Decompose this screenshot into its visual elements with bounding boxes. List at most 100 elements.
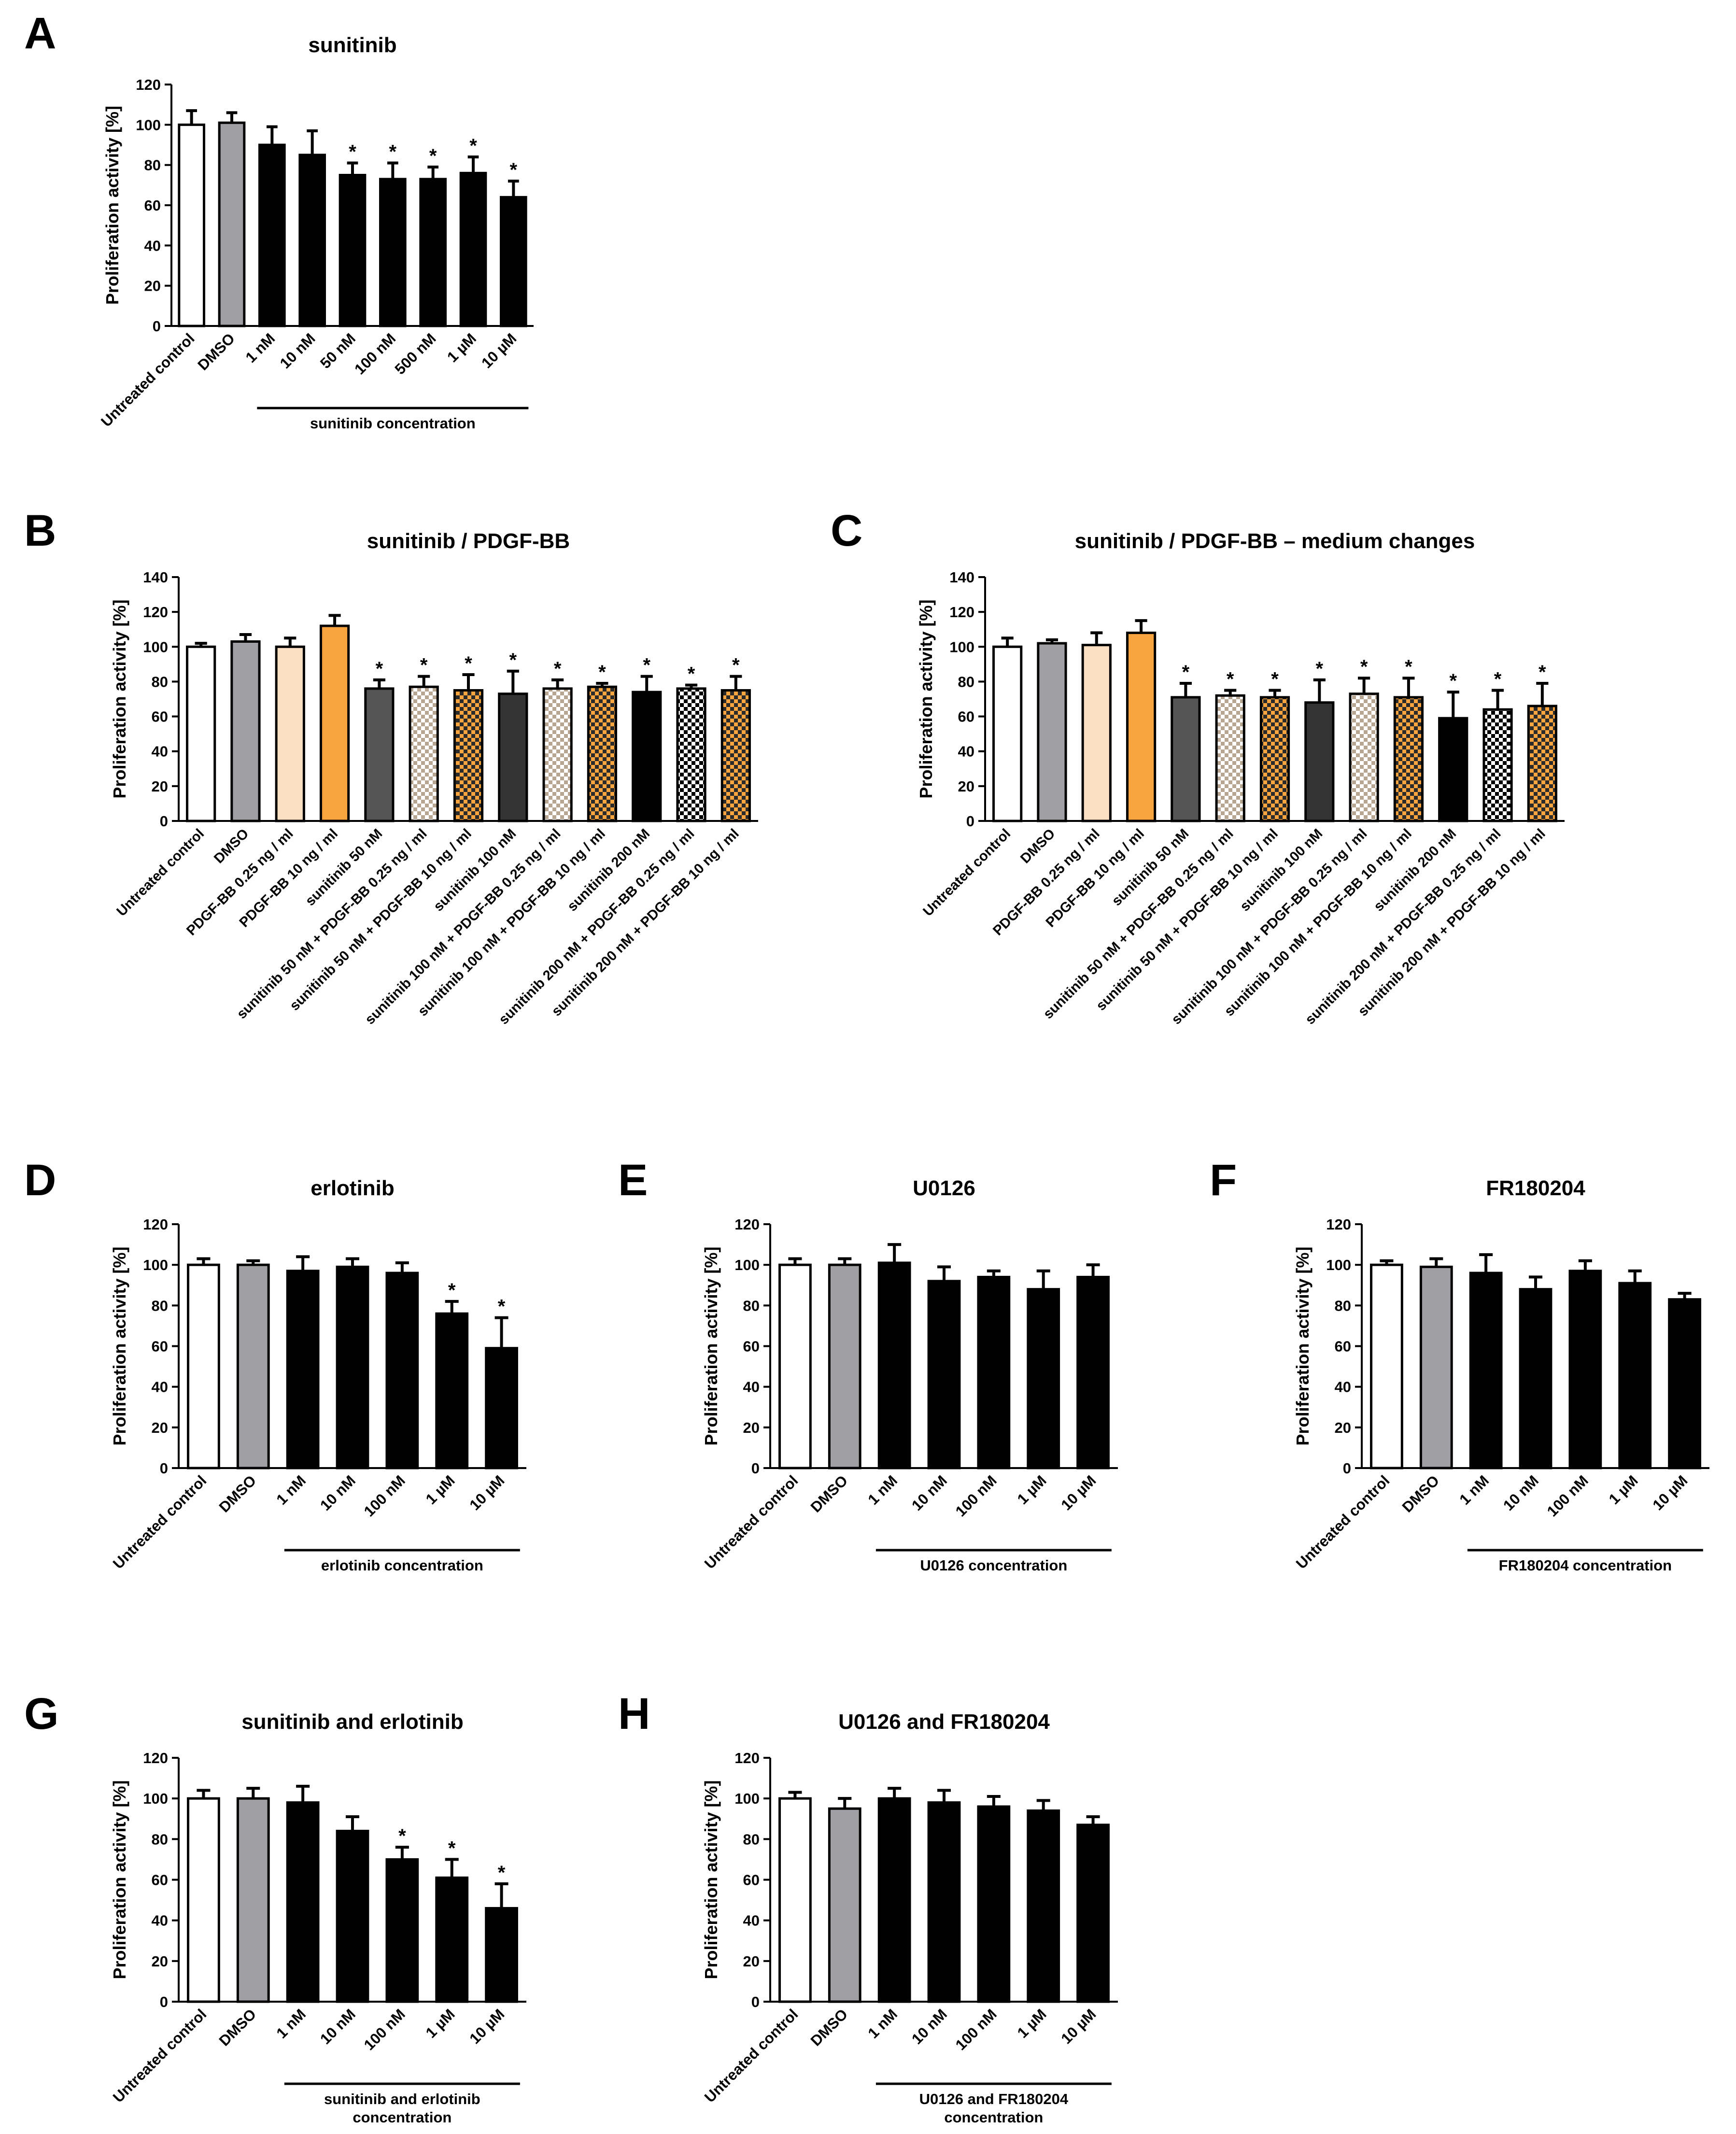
y-tick-label: 120 bbox=[143, 1750, 168, 1767]
y-tick-label: 120 bbox=[734, 1750, 760, 1767]
x-tick-label: Untreated control bbox=[1293, 1472, 1393, 1572]
x-tick-label: 1 µM bbox=[1014, 2006, 1050, 2041]
bar bbox=[877, 1261, 911, 1470]
x-tick-label: Untreated control bbox=[701, 1472, 801, 1572]
group-label: U0126 and FR180204 concentration bbox=[919, 2091, 1069, 2126]
x-tick-label: DMSO bbox=[1399, 1472, 1443, 1516]
y-tick-label: 40 bbox=[743, 1912, 760, 1929]
chart-title: FR180204 bbox=[1486, 1176, 1585, 1200]
x-tick-label: 100 nM bbox=[1544, 1472, 1592, 1520]
bar bbox=[927, 1801, 961, 2003]
x-tick-label: Untreated control bbox=[920, 826, 1014, 919]
x-tick-label: 10 nM bbox=[1500, 1472, 1542, 1514]
y-tick-label: 120 bbox=[734, 1216, 760, 1233]
bar bbox=[236, 1263, 270, 1470]
bar bbox=[298, 154, 326, 327]
y-tick-label: 80 bbox=[743, 1831, 760, 1848]
bar bbox=[1527, 705, 1557, 822]
significance-marker: * bbox=[1227, 668, 1234, 690]
y-tick-label: 40 bbox=[743, 1379, 760, 1396]
panel-letter: B bbox=[24, 506, 56, 555]
bar bbox=[336, 1830, 369, 2003]
panel-letter: A bbox=[24, 9, 56, 58]
x-tick-label: Untreated control bbox=[110, 2006, 210, 2106]
x-tick-label: 1 µM bbox=[444, 330, 480, 366]
x-tick-label: 1 nM bbox=[1456, 1472, 1492, 1508]
y-tick-label: 80 bbox=[743, 1297, 760, 1314]
significance-marker: * bbox=[448, 1837, 456, 1859]
y-tick-label: 140 bbox=[949, 569, 974, 586]
significance-marker: * bbox=[1405, 656, 1412, 678]
significance-marker: * bbox=[389, 141, 397, 163]
x-tick-label: 100 nM bbox=[952, 1472, 1000, 1520]
bar bbox=[992, 645, 1023, 822]
bar bbox=[379, 178, 407, 327]
significance-marker: * bbox=[1271, 668, 1279, 690]
bar bbox=[485, 1347, 518, 1470]
y-tick-label: 20 bbox=[144, 278, 161, 295]
chart-title: U0126 and FR180204 bbox=[838, 1710, 1050, 1734]
significance-marker: * bbox=[1538, 662, 1546, 683]
y-tick-label: 80 bbox=[144, 157, 161, 174]
significance-marker: * bbox=[1182, 662, 1190, 683]
x-tick-label: Untreated control bbox=[701, 2006, 801, 2106]
x-tick-label: 10 nM bbox=[908, 2006, 950, 2048]
y-tick-label: 120 bbox=[136, 76, 161, 93]
y-tick-label: 20 bbox=[1335, 1419, 1351, 1436]
y-axis-label: Proliferation activity [%] bbox=[102, 106, 122, 305]
chart-title: sunitinib / PDGF-BB bbox=[367, 529, 570, 553]
y-tick-label: 40 bbox=[1335, 1379, 1351, 1396]
bar bbox=[542, 687, 573, 822]
chart-title: U0126 bbox=[913, 1176, 975, 1200]
panel-letter: D bbox=[24, 1156, 56, 1205]
y-tick-label: 0 bbox=[160, 813, 168, 830]
y-axis-label: Proliferation activity [%] bbox=[1293, 1246, 1313, 1445]
x-tick-label: 10 nM bbox=[317, 2006, 359, 2048]
panel-H: H U0126 and FR180204 0 20 40 60 80 100 120 Prolif… bbox=[618, 1689, 1118, 2126]
bar bbox=[1568, 1270, 1602, 1470]
chart-title: sunitinib / PDGF-BB – medium changes bbox=[1075, 529, 1475, 553]
bar bbox=[498, 692, 528, 822]
significance-marker: * bbox=[509, 650, 517, 671]
y-tick-label: 100 bbox=[734, 1790, 760, 1807]
y-tick-label: 40 bbox=[152, 1379, 168, 1396]
x-tick-label: 10 µM bbox=[1649, 1472, 1691, 1513]
x-tick-label: Untreated control bbox=[110, 1472, 210, 1572]
bar bbox=[364, 687, 395, 822]
significance-marker: * bbox=[554, 658, 562, 679]
x-tick-label: 10 nM bbox=[277, 330, 319, 372]
y-tick-label: 80 bbox=[152, 1831, 168, 1848]
y-tick-label: 40 bbox=[958, 743, 974, 760]
y-tick-label: 120 bbox=[1326, 1216, 1351, 1233]
bar bbox=[409, 685, 439, 822]
y-axis-label: Proliferation activity [%] bbox=[701, 1246, 721, 1445]
bar bbox=[258, 143, 286, 327]
bar bbox=[977, 1805, 1011, 2003]
bar bbox=[286, 1801, 320, 2003]
bar bbox=[319, 624, 350, 822]
bar bbox=[778, 1263, 812, 1470]
bar bbox=[187, 1797, 220, 2003]
bar bbox=[676, 687, 706, 822]
x-tick-label: 10 µM bbox=[466, 1472, 508, 1513]
bar bbox=[1076, 1275, 1110, 1470]
bar bbox=[977, 1275, 1011, 1470]
significance-marker: * bbox=[498, 1296, 506, 1317]
chart-title: sunitinib and erlotinib bbox=[241, 1710, 464, 1734]
significance-marker: * bbox=[349, 141, 356, 163]
y-tick-label: 140 bbox=[143, 569, 168, 586]
bar bbox=[1259, 696, 1290, 822]
bar bbox=[1438, 717, 1468, 822]
y-tick-label: 20 bbox=[152, 778, 168, 795]
x-tick-label: 1 nM bbox=[864, 1472, 901, 1508]
bar bbox=[828, 1807, 861, 2003]
y-axis-label: Proliferation activity [%] bbox=[701, 1780, 721, 1979]
y-axis-label: Proliferation activity [%] bbox=[110, 1780, 129, 1979]
bar bbox=[419, 178, 447, 327]
panel-letter: F bbox=[1210, 1156, 1237, 1205]
y-tick-label: 120 bbox=[143, 604, 168, 621]
x-tick-label: sunitinib 100 nM bbox=[431, 826, 519, 914]
